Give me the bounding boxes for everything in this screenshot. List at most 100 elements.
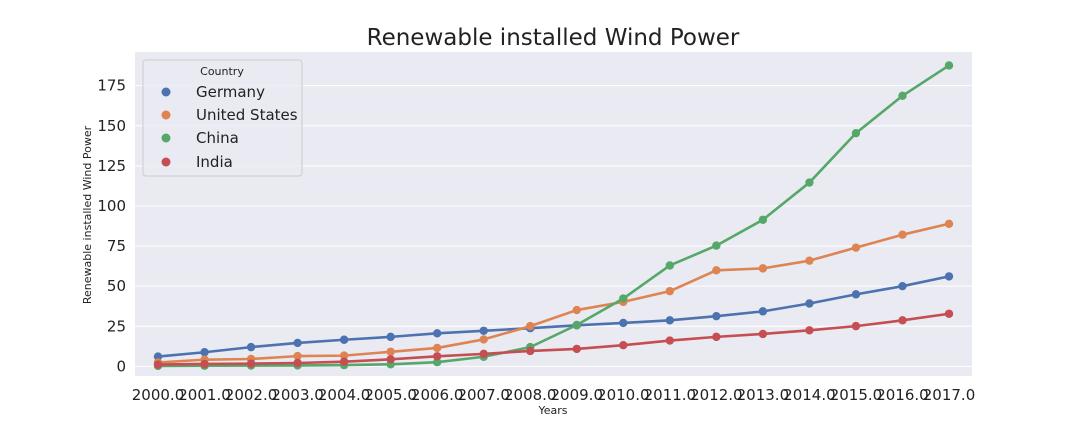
data-point xyxy=(898,230,907,239)
x-tick-label: 2005.0 xyxy=(364,386,417,404)
data-point xyxy=(200,348,209,357)
data-point xyxy=(758,307,768,316)
data-point xyxy=(293,358,302,368)
data-point xyxy=(339,351,349,360)
data-point xyxy=(153,360,163,369)
legend-marker xyxy=(161,110,171,120)
data-point xyxy=(805,299,814,308)
data-point xyxy=(619,294,628,303)
data-point xyxy=(851,290,861,299)
x-tick-label: 2015.0 xyxy=(830,386,883,404)
data-point xyxy=(712,311,721,321)
x-tick-label: 2017.0 xyxy=(923,386,976,404)
data-point xyxy=(898,281,907,291)
data-point xyxy=(479,335,488,344)
data-point xyxy=(526,346,535,356)
data-point xyxy=(479,326,488,335)
data-point xyxy=(665,336,675,345)
data-point xyxy=(944,309,954,318)
legend-marker xyxy=(161,157,171,167)
x-tick-label: 2003.0 xyxy=(271,386,324,404)
legend-label: Germany xyxy=(196,83,265,101)
series-line xyxy=(157,222,950,364)
legend-label: China xyxy=(196,129,239,147)
data-point xyxy=(665,286,675,296)
data-point xyxy=(432,343,442,353)
data-point xyxy=(293,338,302,348)
legend: Country Germany United States China India xyxy=(142,59,303,177)
data-point xyxy=(293,351,302,361)
data-point xyxy=(153,352,163,361)
legend-title: Country xyxy=(200,65,244,78)
y-tick-labels: 0 25 50 75 100 125 150 175 xyxy=(97,77,126,376)
x-tick-label: 2010.0 xyxy=(597,386,650,404)
data-point xyxy=(758,264,768,273)
x-tick-label: 2013.0 xyxy=(737,386,790,404)
y-tick-label: 50 xyxy=(107,277,126,295)
legend-label: United States xyxy=(196,106,298,124)
x-tick-label: 2007.0 xyxy=(457,386,510,404)
data-point xyxy=(805,256,814,265)
series-layer xyxy=(153,61,954,371)
x-tick-label: 2012.0 xyxy=(690,386,743,404)
data-point xyxy=(386,347,395,356)
data-point xyxy=(432,329,442,338)
legend-label: India xyxy=(196,153,233,171)
x-tick-label: 2008.0 xyxy=(504,386,557,404)
x-tick-label: 2014.0 xyxy=(783,386,836,404)
x-tick-label: 2016.0 xyxy=(876,386,929,404)
legend-marker xyxy=(161,133,171,143)
chart-title: Renewable installed Wind Power xyxy=(367,25,740,51)
y-tick-label: 25 xyxy=(107,317,126,335)
series-line xyxy=(157,64,950,368)
data-point xyxy=(386,332,395,342)
legend-marker xyxy=(161,87,171,97)
x-tick-label: 2011.0 xyxy=(644,386,697,404)
data-point xyxy=(944,61,954,70)
data-point xyxy=(898,316,907,325)
x-tick-label: 2006.0 xyxy=(411,386,464,404)
x-tick-label: 2000.0 xyxy=(132,386,185,404)
data-point xyxy=(758,329,768,339)
series-line xyxy=(157,275,950,358)
x-tick-labels: 2000.02001.02002.02003.02004.02005.02006… xyxy=(132,386,976,404)
data-point xyxy=(432,358,442,367)
data-point xyxy=(339,357,349,366)
data-point xyxy=(432,352,442,361)
x-tick-label: 2001.0 xyxy=(178,386,231,404)
data-point xyxy=(665,261,675,270)
data-point xyxy=(712,266,721,275)
data-point xyxy=(851,321,861,331)
data-point xyxy=(758,215,768,224)
series-line xyxy=(157,312,950,366)
data-point xyxy=(572,344,581,354)
data-point xyxy=(851,243,861,252)
data-point xyxy=(805,178,814,187)
data-point xyxy=(386,355,395,364)
data-point xyxy=(479,349,488,359)
y-tick-label: 100 xyxy=(97,197,126,215)
data-point xyxy=(246,359,256,368)
data-point xyxy=(805,326,814,335)
x-tick-label: 2009.0 xyxy=(551,386,604,404)
x-tick-label: 2002.0 xyxy=(225,386,278,404)
data-point xyxy=(665,316,675,325)
data-point xyxy=(851,128,861,138)
y-tick-label: 75 xyxy=(107,237,126,255)
series xyxy=(153,272,954,361)
x-axis-label: Years xyxy=(537,404,567,417)
y-axis-label: Renewable installed Wind Power xyxy=(81,125,94,304)
y-tick-label: 150 xyxy=(97,117,126,135)
data-point xyxy=(200,359,209,369)
y-tick-label: 125 xyxy=(97,157,126,175)
data-point xyxy=(712,241,721,250)
data-point xyxy=(898,91,907,100)
y-tick-label: 0 xyxy=(116,357,126,375)
data-point xyxy=(246,342,256,352)
series xyxy=(153,309,954,369)
y-tick-label: 175 xyxy=(97,77,126,95)
data-point xyxy=(619,341,628,350)
data-point xyxy=(944,219,954,228)
